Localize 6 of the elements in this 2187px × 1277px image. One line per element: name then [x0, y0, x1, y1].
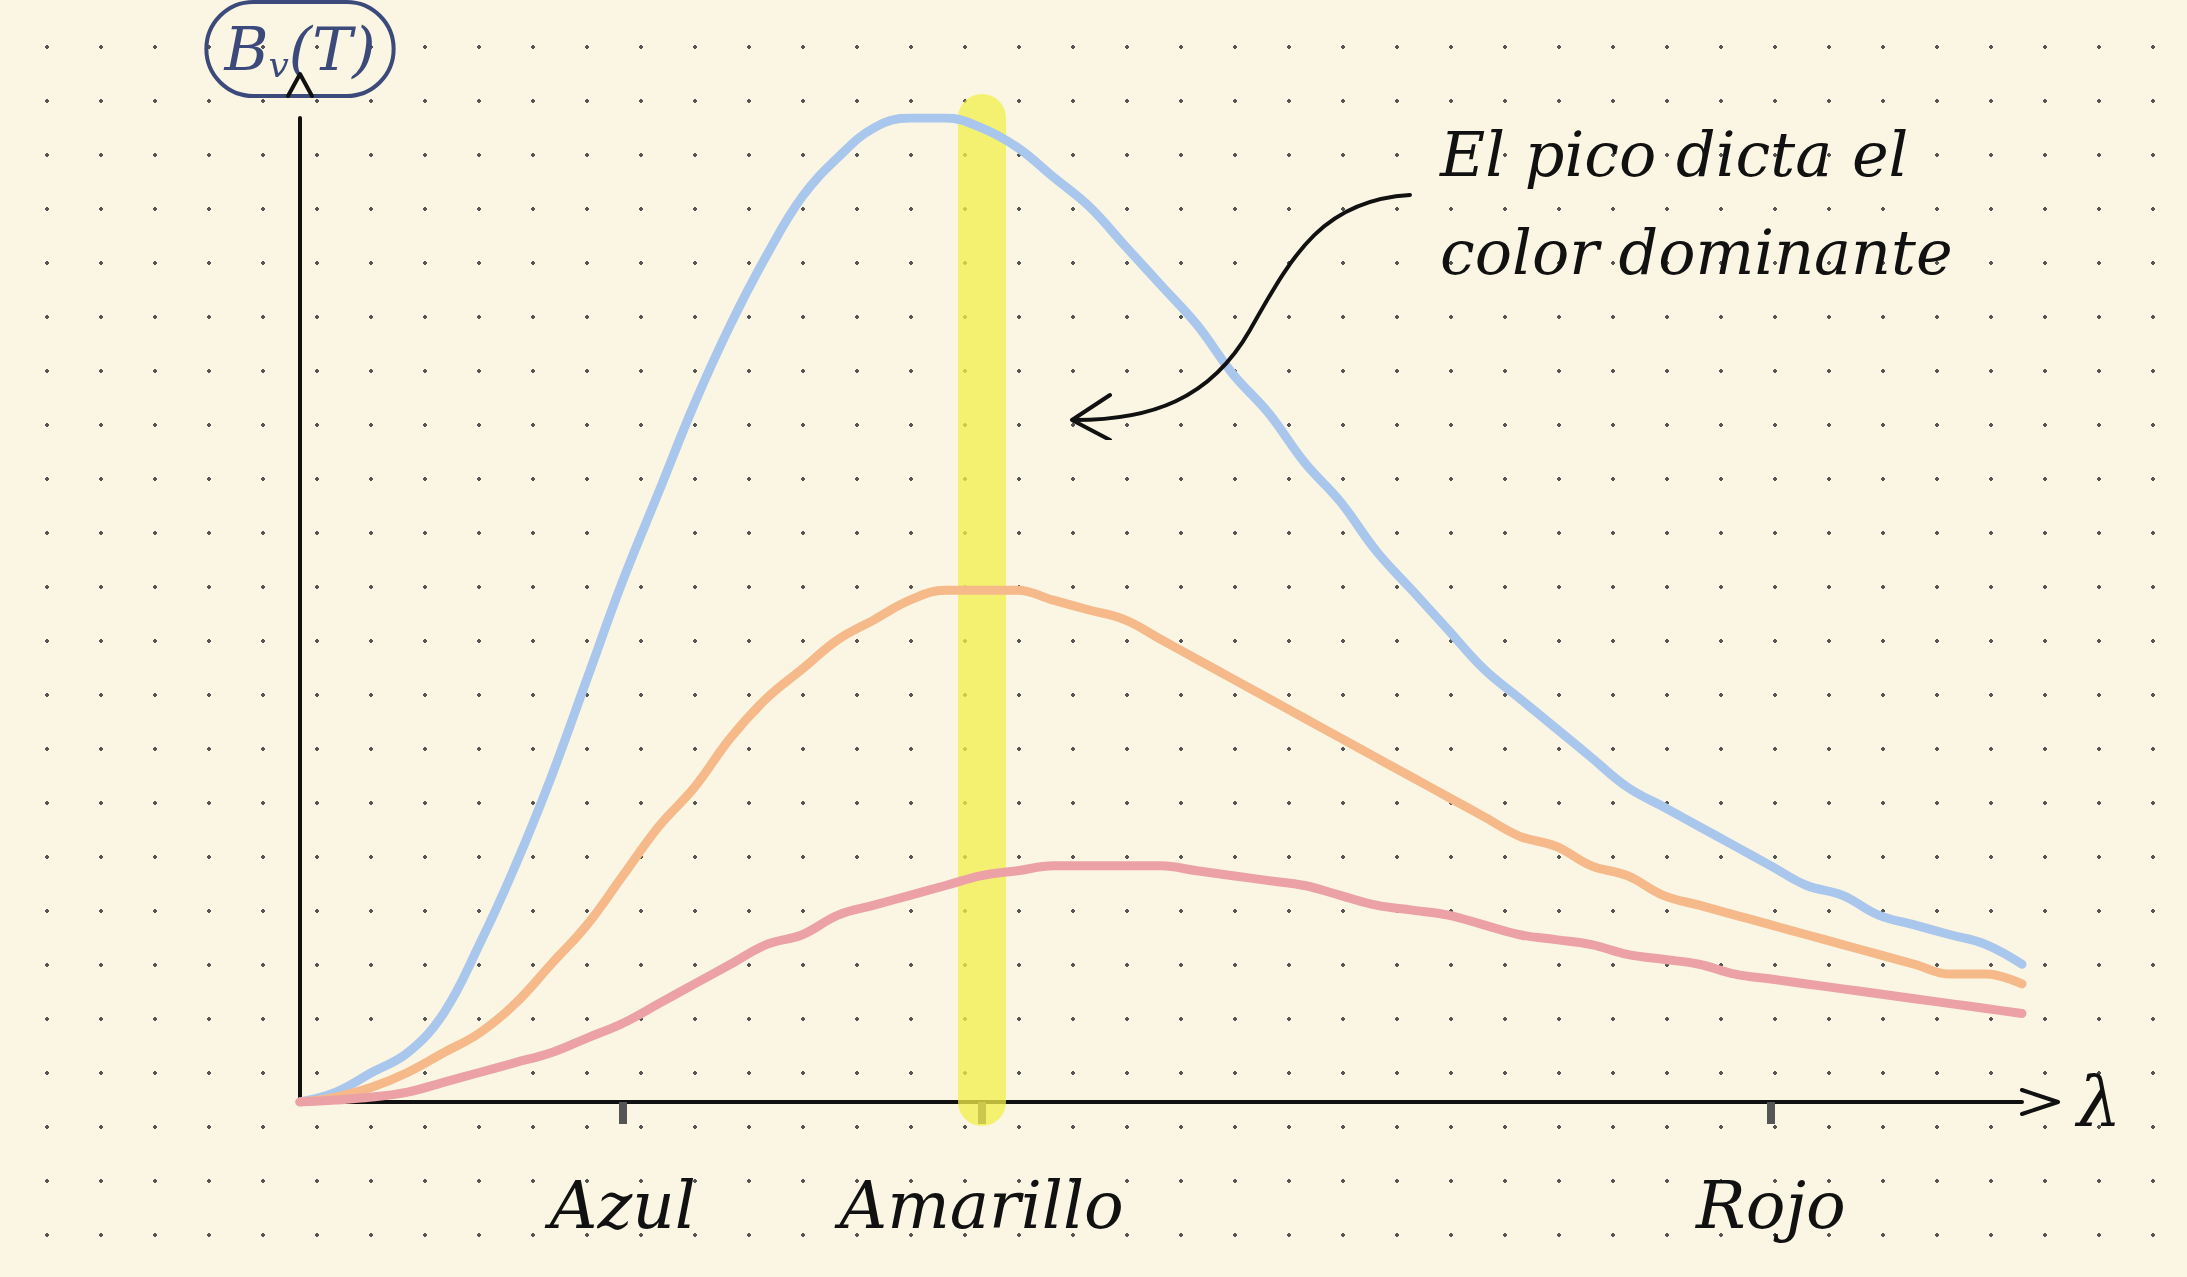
- y-axis-title: Bv(T): [223, 14, 376, 85]
- annotation: El pico dicta el color dominante: [1439, 117, 1953, 289]
- x-tick-label: Amarillo: [833, 1166, 1124, 1244]
- x-tick-label: Rojo: [1695, 1166, 1846, 1244]
- x-tick-label: Azul: [543, 1166, 696, 1244]
- x-axis-title: λ: [2074, 1061, 2122, 1143]
